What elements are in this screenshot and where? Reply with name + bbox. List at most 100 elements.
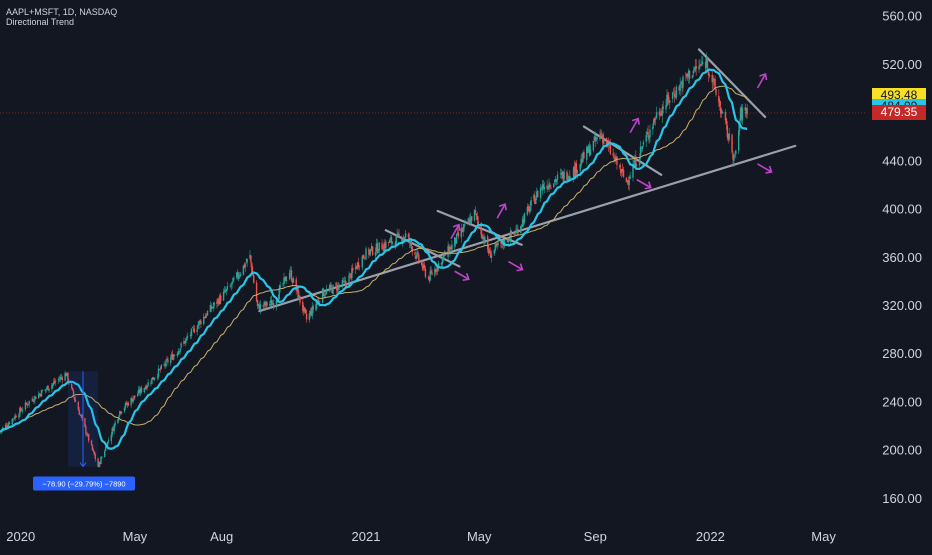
candle-body [164,364,166,366]
candle-body [198,321,200,326]
candle-body [54,381,57,383]
candle-body [510,230,512,236]
arrow-up-icon[interactable] [496,203,507,219]
candle-body [451,244,453,250]
arrow-down-icon[interactable] [454,270,470,282]
y-tick-label: 520.00 [882,57,922,72]
arrow-down-icon[interactable] [757,163,773,174]
candle-body [286,280,288,281]
y-tick-label: 320.00 [882,298,922,313]
symbol-title: AAPL+MSFT, 1D, NASDAQ [6,7,118,17]
candle-body [177,350,179,355]
candle-body [271,303,274,305]
candle-body [417,252,419,254]
candle-body [269,303,271,306]
candle-body [197,324,199,329]
candle-body [172,355,175,360]
arrow-down-icon[interactable] [636,178,652,190]
candle-body [686,73,688,77]
candle-body [487,236,489,250]
candle-body [389,238,392,240]
candle-body [523,213,526,223]
candle-body [310,311,313,315]
candle-body [125,403,128,405]
candle-body [47,385,49,391]
candle-body [35,396,37,399]
candle-body [620,169,623,172]
arrow-up-icon[interactable] [756,72,768,89]
candle-body [695,66,697,69]
measure-tool[interactable]: −78.90 (−29.79%) −7890 [33,371,136,491]
candle-body [65,373,67,377]
candle-body [230,285,232,287]
y-tick-label: 560.00 [882,9,922,24]
candle-body [158,369,161,370]
candle-body [539,187,542,199]
candle-body [460,228,463,238]
candle-body [669,100,671,103]
candle-body [317,299,319,302]
candle-body [272,303,275,308]
candle-body [279,285,281,289]
candle-body [562,171,564,181]
candle-body [553,183,555,188]
candle-body [275,300,278,307]
candle-body [266,302,268,306]
candle-body [582,152,584,162]
candle-body [507,240,510,242]
candle-body [718,95,720,103]
candle-body [586,146,588,160]
candle-body [133,395,135,400]
candle-body [232,277,234,283]
candle-body [622,169,625,177]
candle-body [674,96,677,98]
candle-body [391,241,394,244]
candle-body [57,379,60,381]
candle-body [599,134,601,139]
candle-body [183,341,185,344]
time-axis[interactable]: 2020 May Aug 2021 May Sep 2022 May [6,529,836,544]
candle-body [484,237,486,244]
candle-body [658,111,661,116]
candle-body [430,270,432,273]
candle-body [728,133,730,140]
candle-body [701,61,703,64]
candle-body [530,199,532,206]
candle-body [416,252,418,259]
candle-body [509,231,512,241]
candle-body [114,422,116,426]
arrow-up-icon[interactable] [450,223,461,240]
arrow-up-icon[interactable] [629,117,640,134]
candle-body [420,262,423,266]
candle-body [398,233,400,237]
candle-body [199,320,201,323]
candle-body [120,411,122,413]
candle-body [309,311,312,315]
candle-body [355,266,358,270]
candle-body [636,165,638,166]
candle-body [337,284,339,292]
arrow-down-icon[interactable] [508,260,524,272]
ma-fast-line [0,68,748,450]
candle-body [15,415,17,418]
candle-body [256,300,259,307]
resistance-trendline[interactable] [697,48,767,119]
candle-body [344,280,346,284]
candle-body [745,112,747,114]
candle-body [682,76,684,88]
candle-body [124,402,127,408]
candle-body [237,272,239,278]
candle-body [343,280,346,282]
price-axis[interactable]: 160.00 200.00 240.00 280.00 320.00 360.00 400.… [882,9,922,506]
resistance-trendline[interactable] [436,209,523,246]
candle-body [469,219,471,224]
candle-body [212,306,214,309]
candle-body [668,97,670,103]
candle-body [576,170,579,173]
candle-body [568,176,570,180]
candle-body [685,75,687,77]
candle-body [712,77,714,82]
x-tick-label: May [811,529,836,544]
